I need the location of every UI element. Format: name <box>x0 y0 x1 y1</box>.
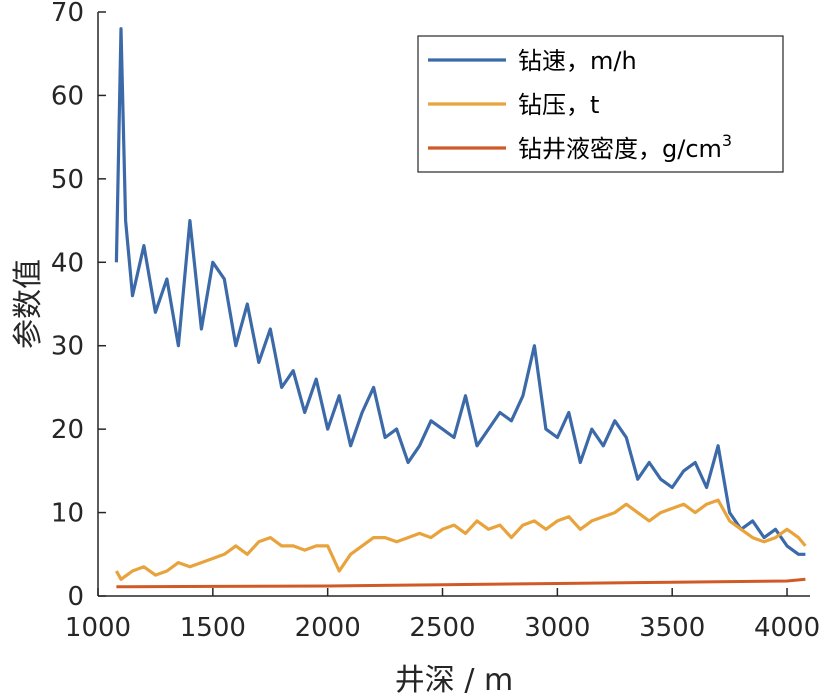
y-tick-label: 60 <box>51 81 84 111</box>
y-tick-label: 10 <box>51 499 84 529</box>
legend-label-3: 钻井液密度，g/cm3 <box>518 131 732 163</box>
series-line-1 <box>114 27 806 556</box>
series-layer <box>114 27 807 589</box>
x-tick-label: 3500 <box>639 613 705 643</box>
x-tick-label: 1000 <box>65 613 131 643</box>
x-tick-label: 2000 <box>295 613 361 643</box>
y-tick-label: 20 <box>51 415 84 445</box>
x-tick-label: 4000 <box>754 613 820 643</box>
x-axis-label: 井深 / m <box>395 663 513 698</box>
y-tick-label: 30 <box>51 332 84 362</box>
series-line-2 <box>115 498 807 581</box>
x-tick-label: 3000 <box>524 613 590 643</box>
x-tick-label: 1500 <box>180 613 246 643</box>
legend-label-2: 钻压，t <box>518 91 599 119</box>
y-tick-label: 70 <box>51 0 84 28</box>
y-tick-label: 50 <box>51 165 84 195</box>
legend: 钻速，m/h 钻压，t 钻井液密度，g/cm3 <box>417 35 784 173</box>
x-tick-label: 2500 <box>409 613 475 643</box>
legend-label-1: 钻速，m/h <box>518 47 637 75</box>
axis-layer: 1000 1500 2000 2500 3000 3500 4000 0 10 20 30 40 50 6… <box>51 0 820 643</box>
series-line-3 <box>116 577 806 589</box>
y-tick-label: 40 <box>51 248 84 278</box>
y-tick-label: 0 <box>67 582 84 612</box>
y-axis-label: 参数值 <box>11 259 46 349</box>
